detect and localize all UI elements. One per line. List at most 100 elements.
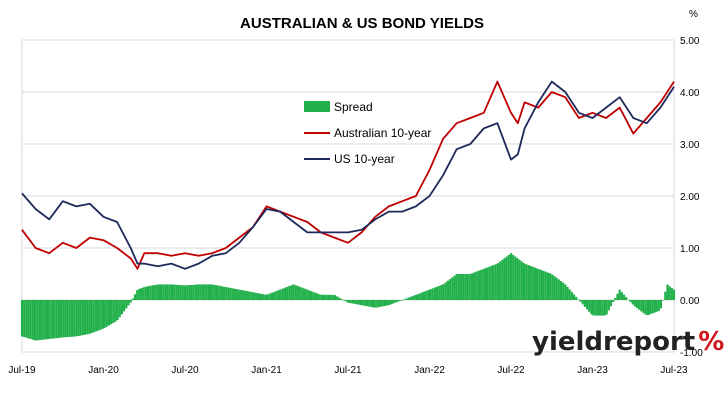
spread-bar <box>551 274 554 300</box>
spread-bar <box>29 300 32 340</box>
spread-bar <box>438 285 441 300</box>
spread-bar <box>205 284 208 300</box>
spread-bar <box>218 285 221 300</box>
spread-bar <box>370 300 373 308</box>
spread-bar <box>49 300 52 339</box>
yieldreport-logo: yieldreport% <box>532 327 724 357</box>
spread-bar <box>246 291 250 300</box>
spread-bar <box>201 284 204 300</box>
legend-label: Australian 10-year <box>334 126 431 140</box>
spread-bar <box>31 300 34 340</box>
spread-bar <box>559 281 563 300</box>
spread-bar <box>320 294 324 300</box>
spread-bar <box>66 300 69 338</box>
spread-bar <box>183 285 187 300</box>
spread-bar <box>281 288 284 300</box>
spread-bar <box>53 300 56 339</box>
spread-bar <box>359 300 363 306</box>
spread-bar <box>416 294 419 300</box>
spread-bar <box>392 300 395 304</box>
spread-bar <box>366 300 369 307</box>
spread-bar <box>270 292 274 300</box>
spread-bar <box>446 280 450 300</box>
spread-bar <box>138 288 141 300</box>
spread-bar <box>44 300 47 340</box>
spread-bar <box>188 285 191 300</box>
spread-bar <box>599 300 602 316</box>
spread-bar <box>355 300 358 305</box>
spread-bar <box>209 284 213 300</box>
spread-bar <box>140 288 143 300</box>
spread-bar <box>90 300 93 334</box>
spread-bar <box>425 290 428 300</box>
spread-bar <box>555 277 558 300</box>
spread-bar <box>479 270 482 300</box>
spread-bar <box>490 265 493 300</box>
spread-bar <box>164 284 167 300</box>
spread-bar <box>103 300 106 328</box>
x-tick-label: Jan-23 <box>577 365 608 376</box>
spread-bar <box>664 291 667 300</box>
spread-bar <box>459 274 463 300</box>
y-tick-label: -1.00 <box>680 348 703 359</box>
spread-bar <box>533 267 536 300</box>
spread-bar <box>477 270 480 300</box>
spread-bar <box>212 284 215 300</box>
spread-bar <box>572 294 576 300</box>
spread-bar <box>588 300 591 312</box>
spread-bar <box>383 300 387 306</box>
spread-bar <box>516 258 519 300</box>
spread-bar <box>23 300 26 338</box>
spread-bar <box>181 285 184 300</box>
spread-bar <box>486 267 489 300</box>
yieldreport-word: yieldreport <box>532 327 695 357</box>
spread-bar <box>349 300 352 304</box>
spread-bar <box>638 300 641 310</box>
spread-bar <box>557 279 560 300</box>
spread-bar <box>240 290 243 300</box>
spread-bar <box>592 300 595 316</box>
spread-bar <box>503 258 506 300</box>
y-tick-label: 0.00 <box>680 296 700 307</box>
spread-bar <box>496 263 500 300</box>
spread-bar <box>594 300 597 316</box>
spread-bar <box>614 297 617 300</box>
spread-bar <box>288 286 291 300</box>
spread-bar <box>468 274 471 300</box>
spread-bar <box>225 287 228 300</box>
spread-bar <box>173 284 176 300</box>
spread-bar <box>312 291 315 300</box>
spread-bar <box>194 284 197 300</box>
spread-bar <box>659 300 663 309</box>
spread-bar <box>412 295 415 300</box>
percent-logo-icon: % <box>698 327 724 357</box>
spread-bar <box>340 298 343 300</box>
spread-bar <box>429 289 432 300</box>
spread-bar <box>292 284 295 300</box>
spread-bar <box>488 266 491 300</box>
spread-bar <box>596 300 600 316</box>
spread-bar <box>223 286 226 300</box>
spread-bar <box>162 284 165 300</box>
spread-bar <box>499 261 502 300</box>
spread-bar <box>542 270 545 300</box>
spread-bar <box>472 272 476 300</box>
spread-bar <box>418 293 421 300</box>
spread-bar <box>279 289 282 300</box>
spread-bar <box>166 284 169 300</box>
spread-bar <box>105 300 108 327</box>
spread-bar <box>653 300 656 313</box>
spread-bar <box>575 296 578 300</box>
spread-bar <box>275 291 278 300</box>
spread-bar <box>351 300 354 304</box>
spread-bar <box>372 300 376 308</box>
spread-bar <box>257 293 260 300</box>
spread-bar <box>336 296 339 300</box>
spread-bar <box>666 284 669 300</box>
spread-bar <box>422 291 426 300</box>
spread-bar <box>464 274 467 300</box>
spread-bar <box>175 284 178 300</box>
spread-bar <box>585 300 589 310</box>
spread-bar <box>262 294 265 300</box>
